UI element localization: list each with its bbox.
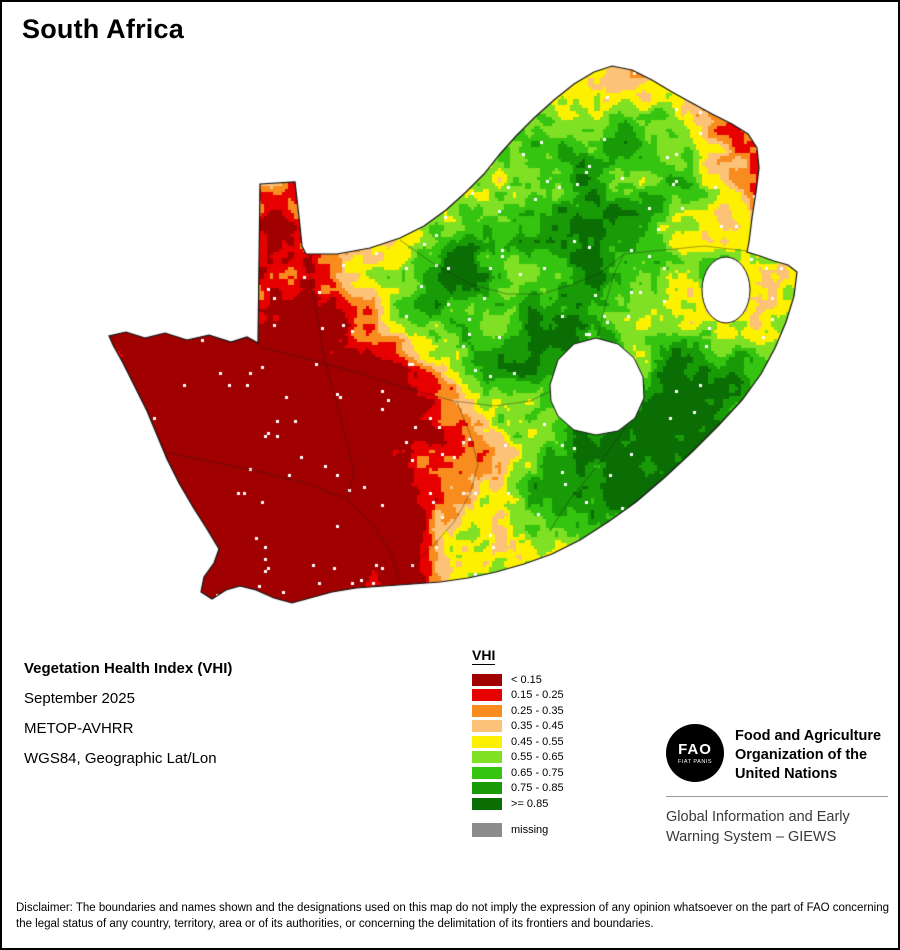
legend-missing-label: missing bbox=[511, 824, 549, 836]
legend-missing-row: missing bbox=[472, 822, 564, 839]
legend-item-label: 0.65 - 0.75 bbox=[511, 766, 564, 779]
legend-title: VHI bbox=[472, 647, 496, 665]
giews-text: Global Information and Early Warning Sys… bbox=[666, 809, 850, 845]
fao-logo: FAO FIAT PANIS bbox=[666, 724, 724, 782]
legend-swatch bbox=[472, 704, 502, 717]
legend-item-label: 0.45 - 0.55 bbox=[511, 735, 564, 748]
fao-header: FAO FIAT PANIS Food and Agriculture Orga… bbox=[666, 724, 892, 784]
fao-divider bbox=[666, 796, 888, 797]
legend-item: 0.35 - 0.45 bbox=[472, 719, 564, 735]
legend-swatch bbox=[472, 689, 502, 702]
legend-swatch bbox=[472, 735, 502, 748]
legend-item-label: 0.55 - 0.65 bbox=[511, 751, 564, 764]
fao-organization-name: Food and Agriculture Organization of the… bbox=[735, 728, 882, 782]
legend-item-label: >= 0.85 bbox=[511, 797, 549, 810]
legend-swatch bbox=[472, 782, 502, 795]
legend-items: < 0.15 0.15 - 0.25 0.25 - 0.35 0.35 - 0.45 0… bbox=[472, 672, 564, 812]
legend-item: 0.75 - 0.85 bbox=[472, 781, 564, 797]
legend: VHI < 0.15 0.15 - 0.25 0.25 - 0.35 0.35 - 0… bbox=[472, 647, 564, 839]
fao-logo-text: FAO bbox=[678, 740, 712, 758]
info-date: September 2025 bbox=[24, 690, 135, 707]
legend-item: 0.15 - 0.25 bbox=[472, 688, 564, 704]
legend-item: >= 0.85 bbox=[472, 796, 564, 812]
info-sensor: METOP-AVHRR bbox=[24, 720, 134, 737]
legend-item: 0.25 - 0.35 bbox=[472, 703, 564, 719]
map-info: Vegetation Health Index (VHI) September … bbox=[24, 654, 232, 774]
info-heading: Vegetation Health Index (VHI) bbox=[24, 660, 233, 677]
legend-item: 0.65 - 0.75 bbox=[472, 765, 564, 781]
info-projection: WGS84, Geographic Lat/Lon bbox=[24, 750, 217, 767]
legend-item-label: 0.25 - 0.35 bbox=[511, 704, 564, 717]
fao-block: FAO FIAT PANIS Food and Agriculture Orga… bbox=[666, 724, 892, 847]
disclaimer-text: Disclaimer: The boundaries and names sho… bbox=[16, 902, 890, 930]
legend-swatch bbox=[472, 797, 502, 810]
legend-swatch bbox=[472, 766, 502, 779]
legend-item-label: 0.75 - 0.85 bbox=[511, 782, 564, 795]
legend-item: 0.45 - 0.55 bbox=[472, 734, 564, 750]
legend-missing-swatch bbox=[472, 823, 502, 837]
legend-swatch bbox=[472, 751, 502, 764]
legend-item-label: < 0.15 bbox=[511, 673, 542, 686]
legend-item-label: 0.15 - 0.25 bbox=[511, 689, 564, 702]
south-africa-vhi-map bbox=[2, 2, 898, 652]
fao-logo-motto: FIAT PANIS bbox=[677, 758, 713, 765]
legend-swatch bbox=[472, 720, 502, 733]
legend-swatch bbox=[472, 673, 502, 686]
legend-item: < 0.15 bbox=[472, 672, 564, 688]
legend-item-label: 0.35 - 0.45 bbox=[511, 720, 564, 733]
legend-item: 0.55 - 0.65 bbox=[472, 750, 564, 766]
